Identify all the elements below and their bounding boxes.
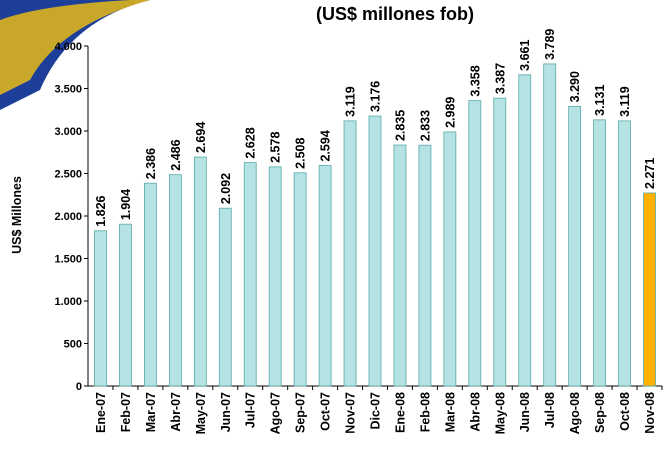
value-label: 2.694	[194, 122, 208, 153]
x-tick-label: Nov-07	[344, 392, 358, 434]
bar	[593, 119, 607, 387]
bar	[218, 207, 232, 387]
x-tick-label: Oct-07	[319, 392, 333, 431]
y-tick-label: 3.500	[54, 84, 82, 96]
x-tick-label: Feb-08	[418, 392, 432, 432]
bar	[268, 166, 282, 387]
bar	[493, 97, 507, 387]
value-label: 2.092	[219, 173, 233, 204]
y-tick-label: 1.500	[54, 254, 82, 266]
x-tick-label: Ago-08	[568, 392, 582, 434]
x-tick-label: Feb-07	[119, 392, 133, 432]
value-label: 2.989	[443, 97, 457, 128]
x-tick-label: Mar-08	[443, 392, 457, 432]
bar	[568, 105, 582, 387]
x-tick-label: Ene-08	[393, 392, 407, 433]
value-label: 3.789	[543, 29, 557, 60]
value-label: 3.119	[344, 86, 358, 117]
y-tick-label: 3.000	[54, 126, 82, 138]
bar	[393, 144, 407, 387]
value-label: 2.508	[294, 137, 308, 168]
bar	[518, 74, 532, 387]
x-tick-label: Jul-08	[543, 392, 557, 428]
value-label: 3.387	[493, 63, 507, 94]
y-tick-label: 0	[76, 381, 82, 393]
value-label: 3.290	[568, 71, 582, 102]
bar	[368, 115, 382, 387]
bar	[343, 120, 357, 387]
x-tick-label: Oct-08	[618, 392, 632, 431]
x-tick-label: Jul-07	[244, 392, 258, 428]
x-tick-label: Abr-08	[468, 392, 482, 432]
bar	[418, 144, 432, 387]
value-label: 2.628	[244, 127, 258, 158]
x-tick-label: Nov-08	[643, 392, 657, 434]
bar	[618, 120, 631, 387]
y-tick-label: 1.000	[54, 296, 82, 308]
value-label: 2.594	[319, 130, 333, 161]
decor-swoosh	[0, 0, 150, 95]
value-label: 3.176	[369, 81, 383, 112]
x-tick-label: Mar-07	[144, 392, 158, 432]
x-tick-label: May-07	[194, 392, 208, 434]
x-tick-label: Ene-07	[94, 392, 108, 433]
bar	[168, 174, 182, 387]
x-tick-label: Abr-07	[169, 392, 183, 432]
bar	[318, 165, 332, 387]
y-tick-label: 4.000	[54, 41, 82, 53]
y-tick-label: 500	[64, 339, 82, 351]
value-label: 2.833	[418, 110, 432, 141]
y-tick-label: 2.500	[54, 169, 82, 181]
x-tick-label: May-08	[493, 392, 507, 434]
value-label: 2.835	[393, 110, 407, 141]
x-tick-label: Jun-07	[219, 392, 233, 432]
x-tick-label: Dic-07	[369, 392, 383, 430]
value-label: 3.131	[593, 85, 607, 116]
y-tick-label: 2.000	[54, 211, 82, 223]
x-tick-label: Sep-07	[294, 392, 308, 433]
bar	[94, 230, 107, 387]
value-label: 1.904	[119, 189, 133, 220]
bar	[119, 223, 132, 387]
y-axis-label: US$ Millones	[10, 176, 24, 254]
value-label: 3.358	[468, 65, 482, 96]
x-tick-label: Ago-07	[269, 392, 283, 434]
bar	[143, 182, 157, 387]
bar	[443, 131, 457, 387]
value-label: 2.486	[169, 139, 183, 170]
value-label: 3.119	[618, 86, 632, 117]
value-label: 2.578	[269, 132, 283, 163]
x-tick-label: Sep-08	[593, 392, 607, 433]
value-label: 2.271	[643, 158, 657, 189]
bar	[243, 162, 257, 387]
bar	[193, 156, 207, 387]
value-label: 3.661	[518, 39, 532, 70]
bar	[543, 63, 557, 387]
bar	[468, 100, 482, 387]
value-label: 1.826	[94, 195, 108, 226]
chart-title: (US$ millones fob)	[316, 4, 474, 24]
x-tick-label: Jun-08	[518, 392, 532, 432]
value-label: 2.386	[144, 148, 158, 179]
bar	[643, 192, 656, 387]
bar	[293, 172, 307, 387]
